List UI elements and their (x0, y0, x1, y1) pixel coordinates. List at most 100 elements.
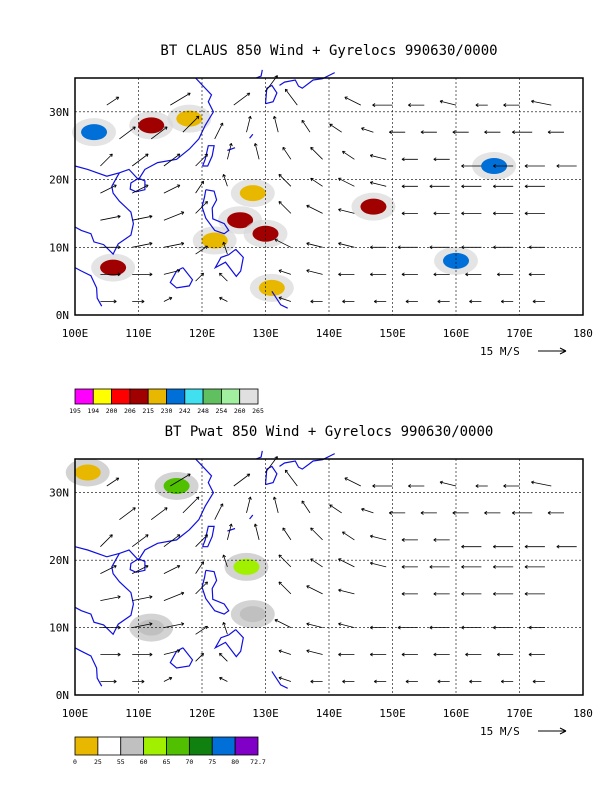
colorbar-swatch (143, 736, 167, 756)
wind-vector (222, 621, 228, 635)
shaded-cell (443, 252, 469, 269)
chart-title: BT Pwat 850 Wind + Gyrelocs 990630/0000 (165, 424, 494, 440)
wind-vector (163, 269, 181, 275)
wind-vector (369, 652, 387, 657)
wind-vector (373, 679, 387, 684)
wind-vector (511, 511, 533, 515)
wind-vector (429, 245, 450, 250)
wind-vector (195, 153, 208, 167)
wind-vector (369, 561, 387, 568)
colorbar-label: 25 (94, 758, 102, 766)
y-tick-label: 0N (56, 309, 69, 322)
vector-reference-label: 15 M/S (480, 345, 520, 358)
wind-vector (119, 126, 136, 140)
coastline-segment (264, 84, 278, 105)
wind-vector (344, 477, 361, 487)
x-tick-label: 120E (189, 707, 216, 720)
colorbar-label: 75 (208, 758, 216, 766)
wind-vector (329, 123, 342, 133)
wind-vector (219, 676, 228, 682)
wind-vector (132, 622, 153, 628)
wind-vector (511, 130, 533, 135)
wind-vector (132, 214, 153, 221)
wind-vector (465, 652, 482, 657)
coastline-segment (201, 569, 230, 615)
wind-vector (342, 531, 355, 541)
shaded-cell (252, 225, 279, 242)
wind-vector (401, 652, 418, 657)
coastline-segment (169, 267, 194, 289)
x-tick-label: 100E (62, 707, 89, 720)
wind-vector (405, 299, 418, 304)
wind-vector (531, 99, 552, 106)
wind-vector (408, 484, 425, 488)
plot-frame (74, 77, 584, 316)
wind-vector (163, 184, 181, 194)
wind-vector (484, 511, 501, 515)
wind-vector (100, 184, 117, 194)
wind-vector (469, 679, 482, 684)
wind-vector (306, 585, 323, 595)
x-tick-label: 170E (506, 707, 533, 720)
colorbar-label: 242 (179, 407, 191, 415)
wind-vector (503, 484, 520, 488)
wind-vector (310, 299, 323, 304)
wind-vector (524, 591, 545, 596)
wind-vector (475, 103, 488, 107)
wind-vector (469, 299, 482, 304)
wind-vector (532, 299, 545, 304)
wind-vector (528, 245, 545, 250)
wind-vector (401, 272, 418, 277)
coastline-segment (169, 647, 194, 669)
wind-vector (233, 92, 251, 106)
colorbar-swatch (220, 388, 241, 405)
wind-vector (219, 272, 228, 282)
colorbar-swatch (97, 736, 122, 756)
wind-vector (372, 103, 393, 107)
wind-vector (246, 496, 252, 513)
colorbar-label: 55 (117, 758, 125, 766)
wind-vector (338, 622, 355, 628)
wind-vector (278, 296, 292, 302)
wind-vector (528, 272, 545, 277)
y-tick-labels: 0N 10N 20N 30N (49, 106, 69, 322)
wind-vector (338, 558, 355, 568)
colorbar-label: 194 (87, 407, 99, 415)
colorbar-label: 254 (216, 407, 228, 415)
wind-vector (195, 201, 208, 214)
coastline-segment (249, 133, 254, 139)
wind-vector (132, 299, 145, 304)
wind-vector (437, 299, 450, 304)
wind-vector (163, 296, 173, 302)
shaded-cell (138, 117, 165, 134)
wind-vector (461, 591, 482, 596)
wind-vector (338, 208, 355, 214)
wind-vector (100, 565, 117, 574)
wind-vector (433, 591, 450, 596)
wind-vector (310, 679, 323, 684)
coastline-segment (74, 77, 215, 181)
shaded-cell (233, 558, 260, 575)
x-tick-label: 160E (443, 327, 470, 340)
wind-vector (420, 130, 437, 135)
wind-vector (131, 153, 149, 167)
coastline-segment (279, 72, 335, 89)
wind-vector (369, 245, 387, 250)
plot-frame (74, 458, 584, 696)
colorbar-swatch (184, 388, 204, 405)
wind-vector (306, 622, 323, 628)
coastline-segment (74, 267, 103, 307)
colorbar-label: 72.7 (250, 758, 266, 766)
wind-vector (492, 245, 514, 250)
wind-vector (528, 625, 545, 630)
wind-vector (195, 272, 204, 282)
vector-reference-arrowhead (559, 347, 567, 355)
wind-vector (132, 184, 149, 194)
y-tick-label: 20N (49, 554, 69, 567)
wind-vector (338, 242, 355, 248)
wind-vector (284, 88, 298, 106)
colorbar-label: 215 (142, 407, 154, 415)
colorbar-swatch (74, 736, 99, 756)
wind-vector (342, 299, 355, 304)
coastline-segment (74, 553, 135, 636)
